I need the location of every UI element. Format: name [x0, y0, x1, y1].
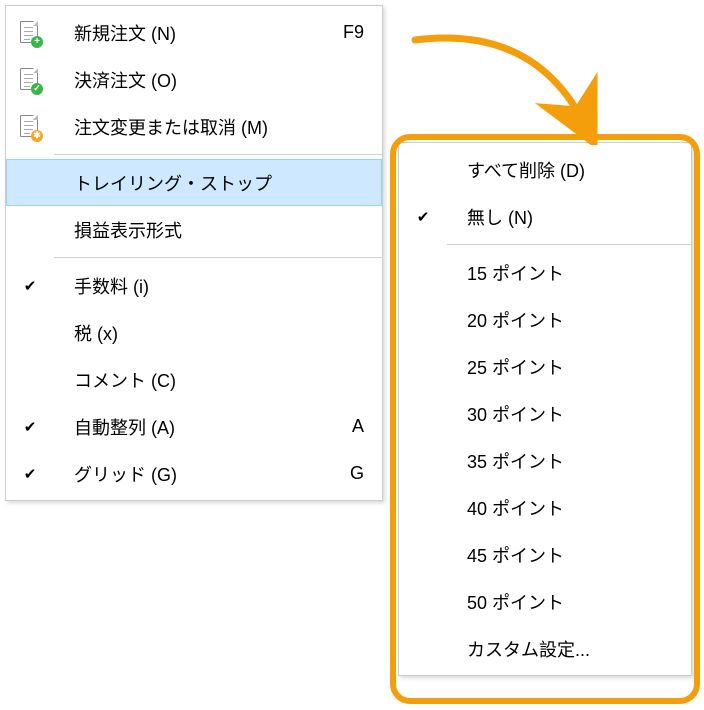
menu-item-label: 20 ポイント — [447, 307, 681, 333]
menu-item-label: コメント (C) — [54, 367, 372, 393]
menu-item-label: 自動整列 (A) — [54, 414, 352, 440]
submenu-item-custom[interactable]: カスタム設定... — [399, 625, 691, 672]
gutter-empty — [6, 159, 54, 206]
menu-item-label: 30 ポイント — [447, 401, 681, 427]
submenu-item-points-45[interactable]: 45 ポイント — [399, 531, 691, 578]
doc-check-icon — [6, 56, 54, 103]
menu-item-comment[interactable]: コメント (C) — [6, 356, 382, 403]
menu-item-label: 25 ポイント — [447, 354, 681, 380]
submenu-item-points-25[interactable]: 25 ポイント — [399, 343, 691, 390]
menu-separator — [54, 257, 382, 258]
menu-item-label: 損益表示形式 — [54, 217, 372, 243]
gutter-empty — [6, 206, 54, 253]
gutter-empty — [399, 343, 447, 390]
check-icon: ✔ — [6, 450, 54, 497]
menu-item-commission[interactable]: ✔ 手数料 (i) — [6, 262, 382, 309]
menu-item-label: 無し (N) — [447, 204, 681, 230]
gutter-empty — [6, 309, 54, 356]
submenu-item-none[interactable]: ✔ 無し (N) — [399, 193, 691, 240]
menu-item-label: 手数料 (i) — [54, 273, 372, 299]
gutter-empty — [399, 296, 447, 343]
menu-item-label: 40 ポイント — [447, 495, 681, 521]
gutter-empty — [399, 249, 447, 296]
menu-item-label: 新規注文 (N) — [54, 20, 343, 46]
menu-item-shortcut: A — [352, 416, 372, 437]
submenu-item-points-40[interactable]: 40 ポイント — [399, 484, 691, 531]
gutter-empty — [399, 146, 447, 193]
submenu-item-points-20[interactable]: 20 ポイント — [399, 296, 691, 343]
menu-item-shortcut: G — [350, 463, 372, 484]
doc-gear-icon — [6, 103, 54, 150]
gutter-empty — [399, 625, 447, 672]
submenu-item-points-15[interactable]: 15 ポイント — [399, 249, 691, 296]
check-icon: ✔ — [6, 403, 54, 450]
menu-item-tax[interactable]: 税 (x) — [6, 309, 382, 356]
menu-item-label: 35 ポイント — [447, 448, 681, 474]
gutter-empty — [399, 578, 447, 625]
gutter-empty — [6, 356, 54, 403]
menu-item-label: 15 ポイント — [447, 260, 681, 286]
gutter-empty — [399, 390, 447, 437]
check-icon: ✔ — [399, 193, 447, 240]
menu-item-modify-cancel[interactable]: 注文変更または取消 (M) — [6, 103, 382, 150]
menu-item-auto-arrange[interactable]: ✔ 自動整列 (A) A — [6, 403, 382, 450]
menu-item-label: 注文変更または取消 (M) — [54, 114, 372, 140]
menu-item-close-order[interactable]: 決済注文 (O) — [6, 56, 382, 103]
menu-item-label: 45 ポイント — [447, 542, 681, 568]
menu-item-label: 税 (x) — [54, 320, 372, 346]
menu-item-label: 50 ポイント — [447, 589, 681, 615]
submenu-item-points-35[interactable]: 35 ポイント — [399, 437, 691, 484]
menu-item-label: 決済注文 (O) — [54, 67, 372, 93]
menu-separator — [447, 244, 691, 245]
menu-item-label: グリッド (G) — [54, 461, 350, 487]
gutter-empty — [399, 484, 447, 531]
menu-item-grid[interactable]: ✔ グリッド (G) G — [6, 450, 382, 497]
arrow-icon — [395, 15, 645, 145]
context-menu-trailing-stop: すべて削除 (D) ✔ 無し (N) 15 ポイント 20 ポイント 25 ポイ… — [398, 142, 692, 676]
menu-item-label: トレイリング・ストップ — [54, 170, 372, 196]
menu-item-label: すべて削除 (D) — [447, 157, 681, 183]
menu-item-new-order[interactable]: 新規注文 (N) F9 — [6, 9, 382, 56]
submenu-item-points-50[interactable]: 50 ポイント — [399, 578, 691, 625]
context-menu-main: 新規注文 (N) F9 決済注文 (O) 注文変更または取消 (M) トレイリン… — [5, 5, 383, 501]
menu-separator — [54, 154, 382, 155]
gutter-empty — [399, 531, 447, 578]
check-icon: ✔ — [6, 262, 54, 309]
gutter-empty — [399, 437, 447, 484]
menu-item-label: カスタム設定... — [447, 636, 681, 662]
submenu-item-points-30[interactable]: 30 ポイント — [399, 390, 691, 437]
menu-item-shortcut: F9 — [343, 22, 372, 43]
menu-item-profit-display[interactable]: 損益表示形式 — [6, 206, 382, 253]
menu-item-trailing-stop[interactable]: トレイリング・ストップ — [6, 159, 382, 206]
submenu-item-delete-all[interactable]: すべて削除 (D) — [399, 146, 691, 193]
doc-plus-icon — [6, 9, 54, 56]
